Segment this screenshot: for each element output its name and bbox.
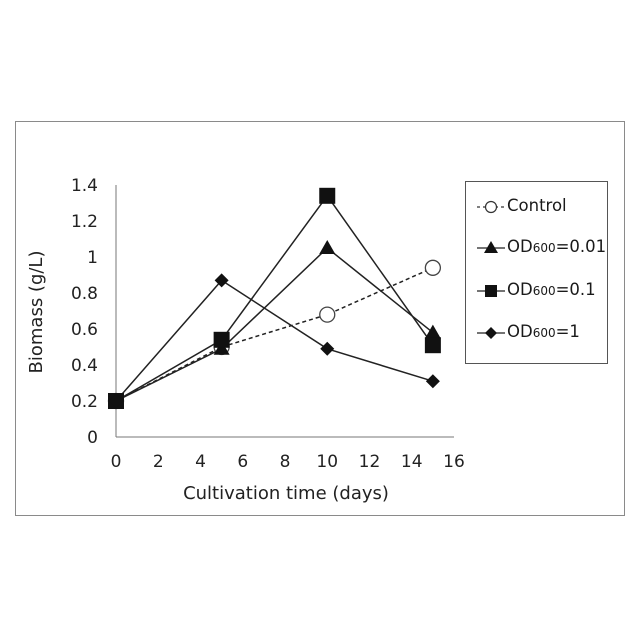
y-tick-label: 1.2 [71,212,98,232]
x-tick-labels: 0 2 4 6 8 10 12 14 16 [111,452,465,472]
legend-label-od600-1: OD600=1 [507,322,580,341]
data-point-diamond [320,342,334,356]
y-axis-title: Biomass (g/L) [26,251,47,374]
data-point-diamond [426,374,440,388]
legend-label-subscript: 600 [533,241,556,255]
diamond-marker-icon [476,320,506,346]
x-tick-label: 2 [153,452,164,472]
legend-label-subscript: 600 [533,326,556,340]
legend-label-od600-0-1: OD600=0.1 [507,280,596,299]
x-tick-label: 12 [359,452,381,472]
series-line-1 [116,248,433,401]
data-point-square [214,332,230,348]
y-tick-label: 0 [87,428,98,448]
legend-label-rest: =0.1 [556,280,596,299]
y-tick-labels: 0 0.2 0.4 0.6 0.8 1 1.2 1.4 [71,176,98,448]
open-circle-marker-icon [476,194,506,220]
legend-entry-od600-1: OD600=1 [466,320,609,346]
triangle-marker-icon [476,235,506,261]
y-tick-label: 0.6 [71,320,98,340]
legend-label-main: OD [507,322,533,341]
legend-label-od600-0-01: OD600=0.01 [507,237,606,256]
legend-entry-od600-0-01: OD600=0.01 [466,235,609,261]
x-tick-label: 6 [237,452,248,472]
x-axis-title: Cultivation time (days) [183,483,389,504]
legend: Control OD600=0.01 OD600=0.1 OD600=1 [465,181,608,364]
x-tick-label: 4 [195,452,206,472]
y-tick-label: 0.2 [71,392,98,412]
series-lines [116,196,433,401]
legend-label-rest: =0.01 [556,237,607,256]
legend-entry-control: Control [466,194,609,220]
y-tick-label: 1 [87,248,98,268]
axes [116,185,454,437]
legend-label-subscript: 600 [533,284,556,298]
data-point-square [425,337,441,353]
x-tick-label: 8 [280,452,291,472]
y-tick-label: 1.4 [71,176,98,196]
y-tick-label: 0.4 [71,356,98,376]
data-point-square [319,188,335,204]
x-tick-label: 14 [401,452,423,472]
y-tick-label: 0.8 [71,284,98,304]
legend-label-control: Control [507,196,567,215]
data-point-circle [320,307,335,322]
legend-label-main: OD [507,237,533,256]
data-point-circle [425,260,440,275]
square-marker-icon [476,278,506,304]
x-tick-label: 10 [316,452,338,472]
legend-entry-od600-0-1: OD600=0.1 [466,278,609,304]
x-tick-label: 0 [111,452,122,472]
legend-label-main: OD [507,280,533,299]
legend-label-rest: =1 [556,322,580,341]
series-line-0 [116,268,433,401]
x-tick-label: 16 [443,452,465,472]
data-point-triangle [425,325,441,339]
data-point-triangle [319,240,335,254]
